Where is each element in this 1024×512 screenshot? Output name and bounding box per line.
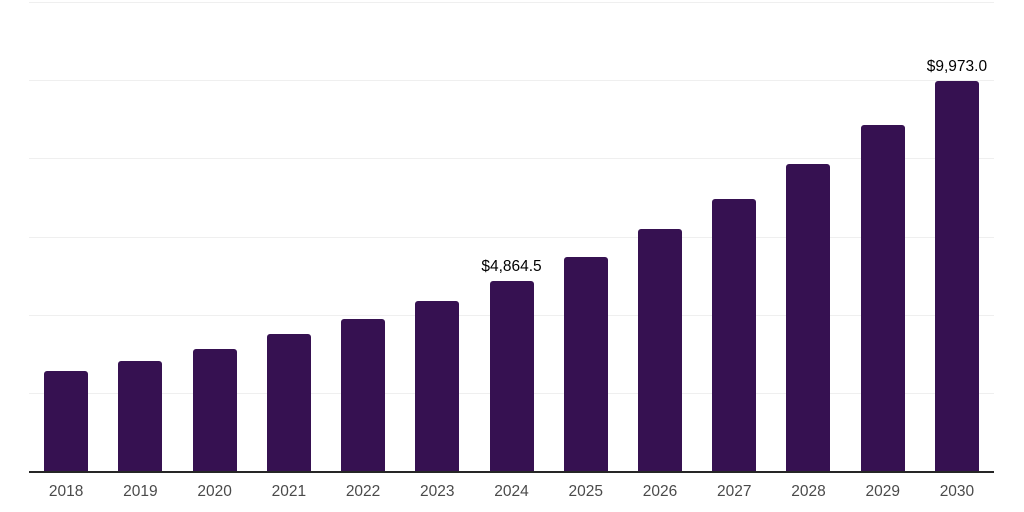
bar-2027 (712, 198, 757, 471)
bar-slot (252, 2, 326, 471)
bar-2023 (415, 301, 460, 471)
x-axis-labels: 2018 2019 2020 2021 2022 2023 2024 2025 2026 2027… (29, 483, 994, 501)
gridline (29, 158, 994, 160)
x-tick-label-2025: 2025 (568, 483, 603, 500)
bar-slot (771, 2, 845, 471)
x-tick-label-2021: 2021 (271, 483, 307, 500)
bar-value-label-2024: $4,864.5 (481, 257, 542, 275)
x-tick-label-2019: 2019 (123, 483, 158, 500)
bar-value-label-2030: $9,973.0 (926, 58, 988, 76)
bar-slot (549, 2, 623, 471)
x-tick-label-2027: 2027 (716, 483, 752, 500)
plot-area: $4,864.5 $9,973.0 (29, 2, 994, 471)
bar-2028 (786, 164, 831, 471)
gridline (29, 80, 994, 82)
bar-slot (103, 2, 177, 471)
bar-2020 (192, 348, 237, 471)
x-tick-label-2029: 2029 (865, 483, 900, 500)
bar-slot (177, 2, 251, 471)
bars-layer: $4,864.5 $9,973.0 (29, 2, 994, 471)
x-tick-label-2030: 2030 (939, 483, 975, 500)
x-tick-label-2023: 2023 (420, 483, 455, 500)
bar-2022 (341, 318, 386, 471)
bar-2030 (934, 81, 979, 471)
x-tick-label-2026: 2026 (642, 483, 678, 500)
bar-slot (29, 2, 103, 471)
x-tick-label-2018: 2018 (48, 483, 84, 500)
bar-slot (326, 2, 400, 471)
bar-2029 (860, 124, 905, 471)
bar-2026 (637, 229, 682, 471)
bar-slot: $9,973.0 (920, 2, 994, 471)
bar-slot (623, 2, 697, 471)
bar-2025 (563, 256, 608, 471)
gridline (29, 236, 994, 238)
bar-2024 (489, 280, 534, 471)
x-tick-label-2020: 2020 (197, 483, 232, 500)
gridline (29, 2, 994, 3)
bar-slot (846, 2, 920, 471)
x-tick-label-2024: 2024 (494, 483, 529, 500)
bar-slot (400, 2, 474, 471)
x-axis-line (29, 471, 994, 473)
bar-2018 (44, 370, 89, 471)
bar-2021 (266, 334, 311, 471)
x-tick-label-2022: 2022 (345, 483, 381, 500)
bar-slot: $4,864.5 (474, 2, 548, 471)
bar-2019 (118, 360, 163, 471)
x-tick-label-2028: 2028 (791, 483, 826, 500)
bar-slot (697, 2, 771, 471)
